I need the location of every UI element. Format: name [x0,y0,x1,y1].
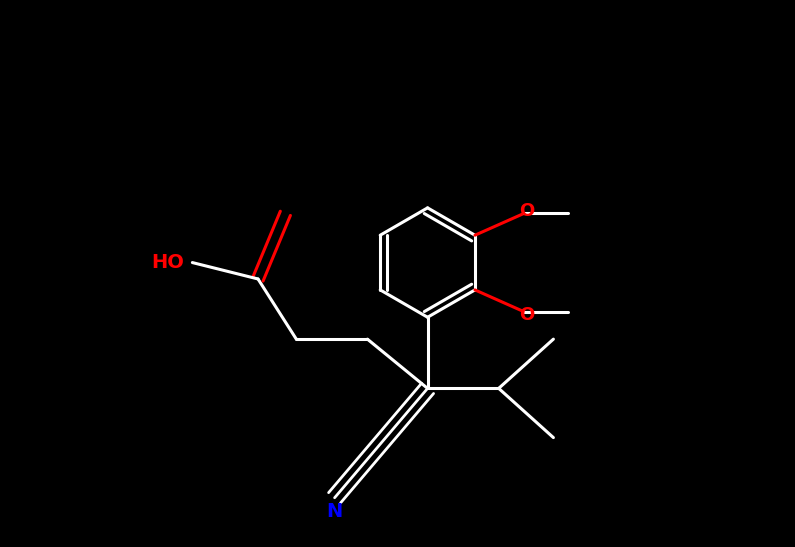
Text: HO: HO [151,253,184,272]
Text: O: O [519,306,534,323]
Text: O: O [519,202,534,219]
Text: N: N [327,502,343,521]
